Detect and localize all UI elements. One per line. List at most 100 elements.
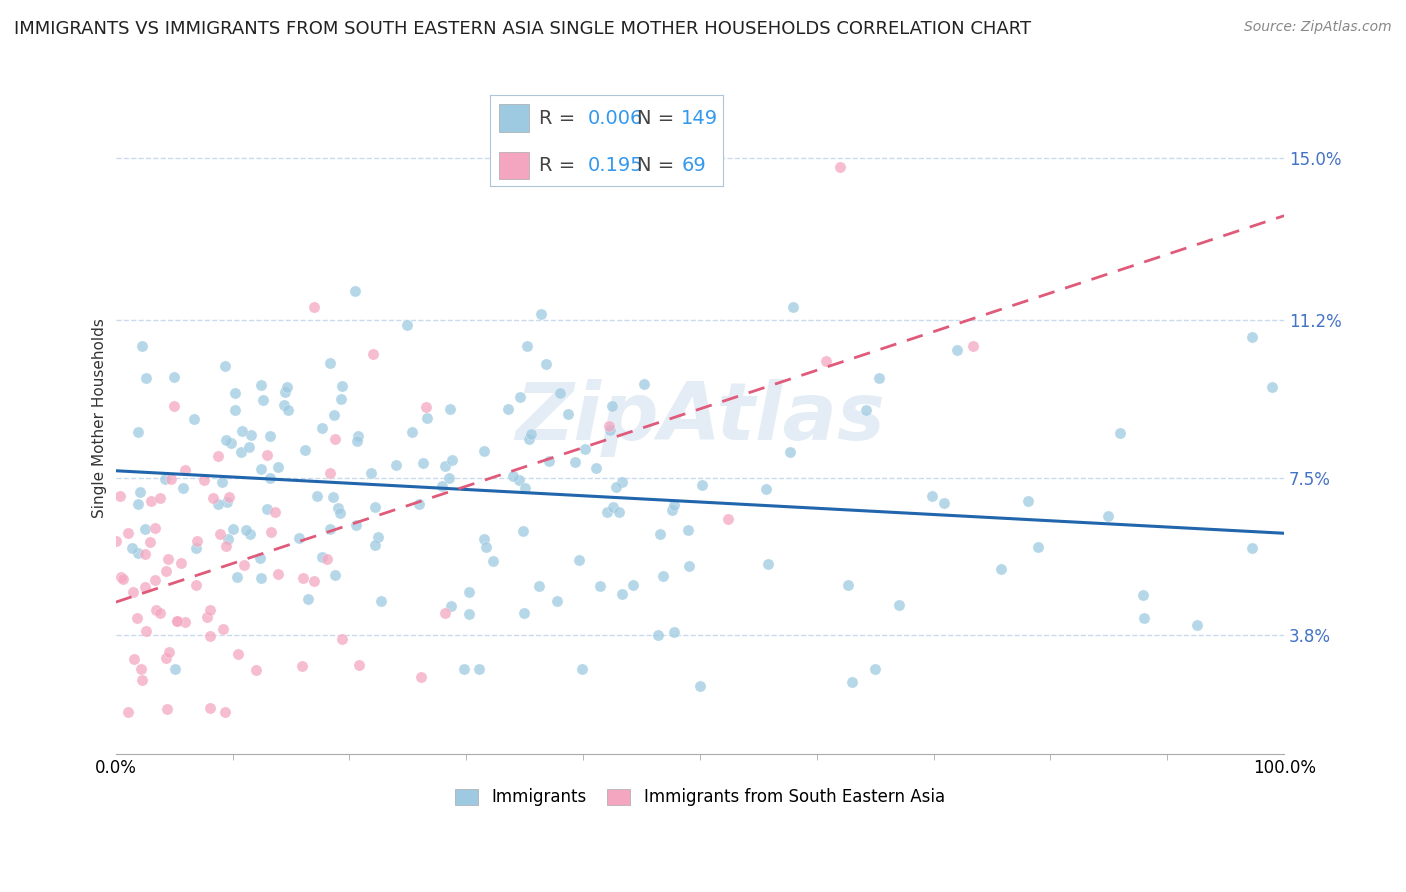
Point xyxy=(311,421,333,435)
Point xyxy=(921,489,943,503)
Point xyxy=(589,579,612,593)
Point xyxy=(166,614,188,628)
Point xyxy=(633,377,655,392)
Point xyxy=(401,425,423,439)
Point xyxy=(482,553,505,567)
Point xyxy=(1187,618,1209,632)
Point xyxy=(184,541,207,556)
Point xyxy=(122,652,145,666)
Point xyxy=(676,523,699,537)
Legend: Immigrants, Immigrants from South Eastern Asia: Immigrants, Immigrants from South Easter… xyxy=(449,781,952,814)
Point xyxy=(330,632,353,647)
Point xyxy=(304,301,326,315)
Point xyxy=(134,548,156,562)
Point xyxy=(678,559,700,574)
Point xyxy=(211,622,233,636)
Point xyxy=(110,570,132,584)
Point xyxy=(149,606,172,620)
Point xyxy=(610,586,633,600)
Point xyxy=(434,606,457,620)
Point xyxy=(117,705,139,719)
Point xyxy=(239,526,262,541)
Point xyxy=(548,386,571,401)
Point xyxy=(364,538,387,552)
Point xyxy=(229,445,252,459)
Point xyxy=(453,662,475,676)
Point xyxy=(439,402,461,417)
Point xyxy=(610,475,633,489)
Point xyxy=(108,489,131,503)
Point xyxy=(214,359,236,373)
Point xyxy=(689,679,711,693)
Point xyxy=(1097,509,1119,524)
Point xyxy=(245,663,267,677)
Point xyxy=(946,343,969,357)
Point xyxy=(412,456,434,470)
Point xyxy=(661,502,683,516)
Point xyxy=(841,674,863,689)
Point xyxy=(260,525,283,540)
Point xyxy=(149,491,172,506)
Point xyxy=(238,441,260,455)
Point xyxy=(127,546,149,560)
Point xyxy=(186,533,208,548)
Point xyxy=(349,658,371,673)
Point xyxy=(259,471,281,485)
Point xyxy=(519,432,541,446)
Point xyxy=(537,454,560,468)
Point xyxy=(557,408,579,422)
Point xyxy=(156,702,179,716)
Point xyxy=(311,550,333,565)
Point xyxy=(122,585,145,599)
Point xyxy=(215,539,238,553)
Point xyxy=(516,339,538,353)
Point xyxy=(127,425,149,439)
Point xyxy=(534,357,557,371)
Point xyxy=(117,526,139,541)
Point xyxy=(433,459,456,474)
Point xyxy=(170,556,193,570)
Point xyxy=(600,399,623,413)
Point xyxy=(226,648,249,662)
Point xyxy=(121,541,143,556)
Point xyxy=(172,481,194,495)
Point xyxy=(143,520,166,534)
Point xyxy=(274,385,297,400)
Point xyxy=(256,502,278,516)
Point xyxy=(1133,611,1156,625)
Point xyxy=(160,472,183,486)
Point xyxy=(605,480,627,494)
Point xyxy=(574,442,596,457)
Point xyxy=(1108,426,1130,441)
Point xyxy=(458,584,481,599)
Point xyxy=(201,491,224,505)
Point xyxy=(330,392,353,407)
Point xyxy=(155,651,177,665)
Point xyxy=(330,378,353,392)
Point xyxy=(496,402,519,417)
Point xyxy=(209,527,232,541)
Point xyxy=(155,564,177,578)
Point xyxy=(530,307,553,321)
Point xyxy=(323,432,346,446)
Point xyxy=(125,611,148,625)
Point xyxy=(276,380,298,394)
Point xyxy=(174,463,197,477)
Point xyxy=(221,435,243,450)
Point xyxy=(662,498,685,512)
Point xyxy=(131,662,153,676)
Point xyxy=(932,496,955,510)
Point xyxy=(648,526,671,541)
Point xyxy=(837,578,859,592)
Point xyxy=(264,505,287,519)
Point xyxy=(1261,379,1284,393)
Point xyxy=(135,371,157,385)
Point xyxy=(291,658,314,673)
Point xyxy=(1026,540,1049,554)
Point xyxy=(294,443,316,458)
Point xyxy=(259,428,281,442)
Point xyxy=(218,490,240,504)
Point xyxy=(256,448,278,462)
Point xyxy=(1132,588,1154,602)
Point xyxy=(235,523,257,537)
